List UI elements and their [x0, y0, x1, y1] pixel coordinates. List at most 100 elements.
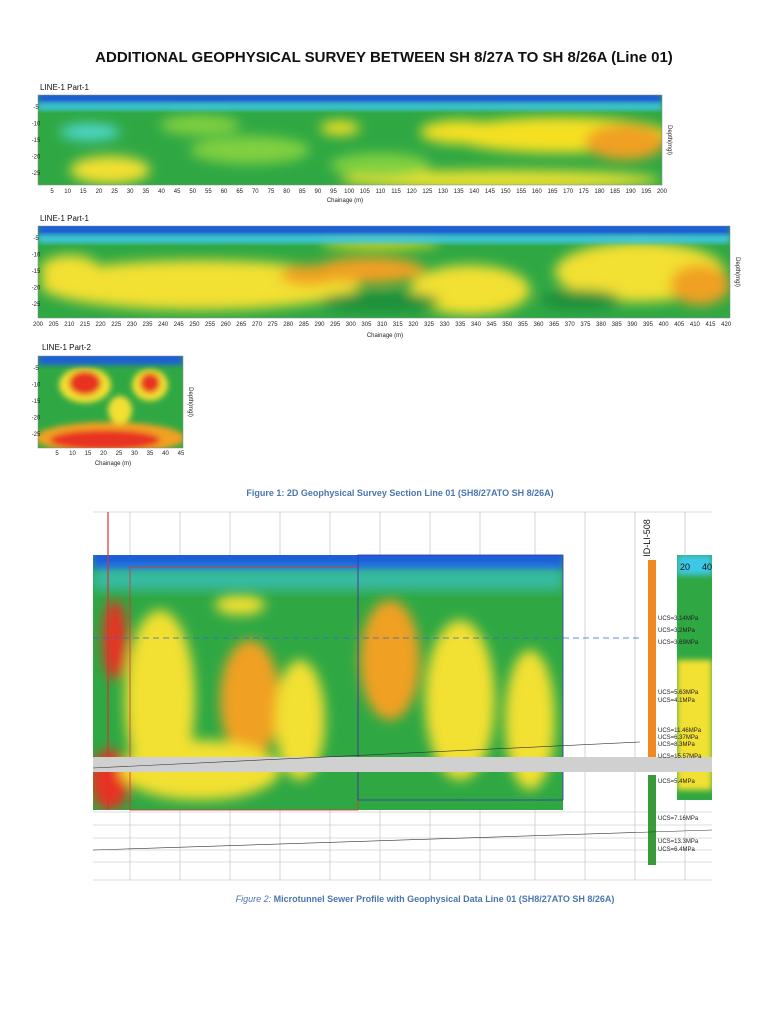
panel-label: LINE-1 Part-1 [40, 83, 89, 92]
x-tick-label: 135 [454, 189, 465, 195]
depth-tick-label: -15 [32, 138, 41, 144]
x-tick-label: 255 [205, 322, 216, 328]
x-tick-label: 25 [116, 451, 123, 457]
depth-tick-label: -25 [32, 302, 41, 308]
x-tick-label: 10 [64, 189, 71, 195]
x-tick-label: 395 [643, 322, 654, 328]
ucs-label: UCS=13.3MPa [658, 839, 699, 845]
depth-tick-label: -5 [33, 105, 39, 111]
x-tick-label: 175 [579, 189, 590, 195]
ucs-label: UCS=3.69MPa [658, 640, 699, 646]
x-tick-label: 365 [549, 322, 560, 328]
x-tick-label: 310 [377, 322, 388, 328]
x-tick-label: 230 [127, 322, 138, 328]
x-tick-label: 80 [283, 189, 290, 195]
x-tick-label: 195 [641, 189, 652, 195]
depth-axis-label: Depth(mgl) [666, 125, 672, 155]
x-tick-label: 5 [55, 451, 59, 457]
x-tick-label: 240 [158, 322, 169, 328]
ucs-label: UCS=5.4MPa [658, 779, 696, 785]
depth-tick-label: -5 [33, 366, 39, 372]
ucs-label: UCS=15.57MPa [658, 754, 702, 760]
x-tick-label: 245 [174, 322, 185, 328]
x-tick-label: 90 [315, 189, 322, 195]
depth-tick-label: -20 [32, 155, 41, 161]
x-tick-label: 270 [252, 322, 263, 328]
x-tick-label: 5 [50, 189, 54, 195]
x-tick-label: 45 [174, 189, 181, 195]
x-tick-label: 210 [64, 322, 75, 328]
section-image [38, 95, 662, 185]
depth-tick-label: -25 [32, 171, 41, 177]
x-tick-label: 205 [49, 322, 60, 328]
x-tick-label: 15 [80, 189, 87, 195]
x-tick-label: 170 [563, 189, 574, 195]
page-title: ADDITIONAL GEOPHYSICAL SURVEY BETWEEN SH… [95, 49, 673, 66]
x-tick-label: 25 [111, 189, 118, 195]
depth-tick-label: -10 [32, 383, 41, 389]
x-tick-label: 260 [221, 322, 232, 328]
x-tick-label: 60 [221, 189, 228, 195]
x-tick-label: 155 [516, 189, 527, 195]
x-tick-label: 145 [485, 189, 496, 195]
depth-tick-label: -15 [32, 269, 41, 275]
x-tick-label: 350 [502, 322, 513, 328]
x-tick-label: 130 [438, 189, 449, 195]
ucs-label: UCS=3.14MPa [658, 616, 699, 622]
section-frame [37, 225, 731, 319]
depth-tick-label: -10 [32, 253, 41, 259]
ucs-label: UCS=11.46MPa [658, 728, 702, 734]
ucs-label: UCS=3.2MPa [658, 628, 696, 634]
x-tick-label: 400 [659, 322, 670, 328]
x-tick-label: 10 [69, 451, 76, 457]
x-tick-label: 20 [100, 451, 107, 457]
x-tick-label: 180 [594, 189, 605, 195]
x-tick-label: 370 [565, 322, 576, 328]
x-tick-label: 160 [532, 189, 543, 195]
x-tick-label: 125 [422, 189, 433, 195]
ucs-label: UCS=4.1MPa [658, 698, 696, 704]
x-tick-label: 190 [626, 189, 637, 195]
depth-axis-label: Depth(mgl) [187, 387, 193, 417]
ucs-label: UCS=5.63MPa [658, 690, 699, 696]
depth-axis-label: Depth(mgl) [734, 257, 740, 287]
x-tick-label: 265 [236, 322, 247, 328]
borehole-id: ID-LI-508 [642, 519, 652, 557]
x-tick-label: 185 [610, 189, 621, 195]
depth-tick-label: -20 [32, 416, 41, 422]
x-axis-label: Chainage (m) [327, 198, 363, 204]
x-tick-label: 75 [268, 189, 275, 195]
x-tick-label: 45 [178, 451, 185, 457]
x-tick-label: 405 [674, 322, 685, 328]
x-tick-label: 275 [268, 322, 279, 328]
x-tick-label: 30 [131, 451, 138, 457]
x-tick-label: 35 [147, 451, 154, 457]
x-tick-label: 385 [612, 322, 623, 328]
x-tick-label: 220 [96, 322, 107, 328]
x-tick-label: 360 [533, 322, 544, 328]
panel-label: LINE-1 Part-2 [42, 343, 91, 352]
x-tick-label: 200 [657, 189, 668, 195]
x-tick-label: 40 [158, 189, 165, 195]
x-tick-label: 225 [111, 322, 122, 328]
scale-label: 20 [680, 562, 690, 572]
x-tick-label: 290 [315, 322, 326, 328]
x-tick-label: 280 [283, 322, 294, 328]
x-tick-label: 420 [721, 322, 732, 328]
x-tick-label: 110 [376, 189, 386, 195]
x-tick-label: 140 [469, 189, 480, 195]
x-tick-label: 295 [330, 322, 341, 328]
section-image [38, 356, 183, 448]
x-tick-label: 330 [440, 322, 451, 328]
x-tick-label: 105 [360, 189, 371, 195]
x-tick-label: 50 [189, 189, 196, 195]
ucs-label: UCS=6.4MPa [658, 847, 696, 853]
x-tick-label: 345 [487, 322, 498, 328]
x-tick-label: 340 [471, 322, 482, 328]
x-tick-label: 85 [299, 189, 306, 195]
figure-caption: Figure 2: Microtunnel Sewer Profile with… [236, 894, 615, 904]
depth-tick-label: -15 [32, 399, 41, 405]
x-tick-label: 415 [706, 322, 717, 328]
panel-label: LINE-1 Part-1 [40, 214, 89, 223]
